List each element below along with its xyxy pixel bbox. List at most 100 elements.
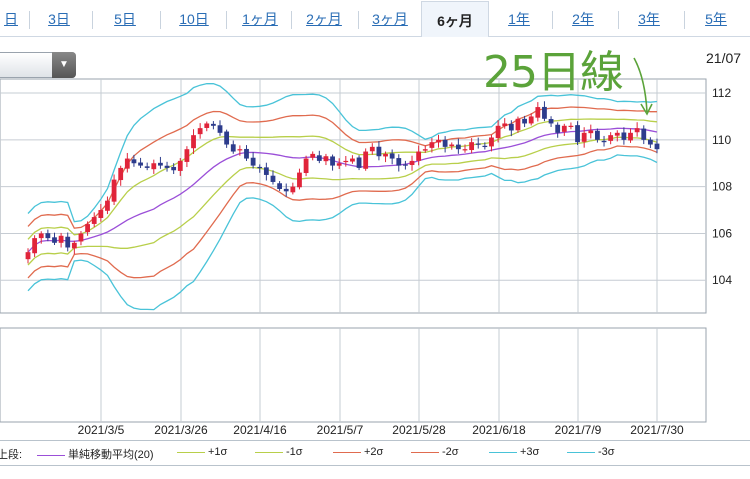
annotation-25day-line: 25日線 — [483, 47, 624, 98]
candle-body — [522, 118, 527, 124]
candle-body — [105, 200, 110, 211]
candle-body — [131, 159, 137, 164]
tab-divider — [29, 11, 30, 29]
candle-body — [124, 158, 130, 169]
tab-1-month[interactable]: 1ヶ月 — [232, 6, 288, 32]
x-tick-label: 2021/3/26 — [154, 423, 208, 437]
candle-body — [316, 155, 322, 161]
candle-body — [210, 123, 216, 126]
tab-3-days[interactable]: 3日 — [38, 6, 80, 32]
tab-6-months[interactable]: 6ヶ月 — [421, 1, 489, 37]
x-tick-label: 2021/5/28 — [392, 423, 446, 437]
candle-body — [197, 128, 203, 135]
legend-label: 単純移動平均(20) — [68, 449, 154, 461]
candle-body — [224, 131, 230, 145]
legend-swatch — [37, 454, 65, 456]
legend-item-sma: 単純移動平均(20) — [37, 446, 154, 462]
candle-body — [191, 135, 196, 149]
tab-5-days[interactable]: 5日 — [104, 6, 146, 32]
candle-body — [542, 106, 547, 119]
candle-body — [581, 132, 587, 142]
tab-divider — [160, 11, 161, 29]
legend-label: -3σ — [598, 446, 615, 458]
legend-label: +1σ — [208, 446, 228, 458]
tab-divider — [552, 11, 553, 29]
tab-2-years[interactable]: 2年 — [562, 6, 604, 32]
candle-body — [369, 146, 375, 152]
tab-3-years[interactable]: 3年 — [628, 6, 670, 32]
candle-body — [482, 145, 488, 148]
tab-label: 5日 — [114, 11, 136, 27]
candle-body — [217, 125, 223, 133]
candle-body — [628, 132, 633, 141]
tab-10-days[interactable]: 10日 — [168, 6, 220, 32]
candle-body — [45, 233, 51, 239]
legend-item-plus3: +3σ — [489, 446, 539, 458]
candle-body — [52, 237, 57, 243]
tab-label: 1年 — [508, 11, 530, 27]
tab-divider — [358, 11, 359, 29]
tab-label: 1ヶ月 — [242, 11, 278, 27]
candle-body — [588, 130, 594, 134]
candle-body — [343, 160, 349, 163]
candle-body — [475, 143, 481, 145]
legend-label: +2σ — [364, 446, 384, 458]
tab-label: 6ヶ月 — [437, 13, 473, 29]
candle-body — [297, 172, 302, 188]
candle-body — [144, 166, 150, 168]
candle-body — [244, 148, 249, 159]
tab-5-years[interactable]: 5年 — [694, 6, 738, 32]
candle-body — [614, 132, 620, 136]
tab-label: 3日 — [48, 11, 70, 27]
y-tick-label: 104 — [712, 273, 732, 287]
candle-body — [303, 158, 309, 174]
candle-body — [263, 167, 269, 175]
tab-3-months[interactable]: 3ヶ月 — [362, 6, 418, 32]
sma20-line — [27, 127, 658, 253]
legend-item-plus1: +1σ — [177, 446, 227, 458]
candle-body — [164, 165, 170, 168]
candle-body — [455, 144, 461, 150]
x-tick-label: 2021/7/30 — [630, 423, 684, 437]
candle-body — [495, 125, 501, 139]
candle-body — [350, 158, 355, 162]
band-plus3-line — [27, 82, 658, 223]
candle-body — [25, 252, 31, 260]
candle-body — [270, 175, 276, 182]
candle-body — [508, 123, 514, 131]
candle-body — [283, 188, 289, 192]
candle-body — [409, 160, 415, 166]
candle-body — [184, 149, 190, 162]
band-plus2-line — [27, 106, 657, 229]
candle-body — [290, 186, 296, 193]
candle-body — [422, 149, 428, 151]
candle-body — [118, 167, 124, 181]
candle-body — [151, 163, 157, 170]
tab-divider — [684, 11, 685, 29]
tab-label: 2年 — [572, 11, 594, 27]
candle-body — [250, 157, 256, 166]
y-tick-label: 106 — [712, 226, 732, 240]
x-tick-label: 2021/5/7 — [317, 423, 364, 437]
candle-body — [449, 144, 455, 147]
candle-body — [436, 139, 441, 143]
candle-body — [158, 162, 163, 166]
tab-1-year[interactable]: 1年 — [498, 6, 540, 32]
candle-body — [58, 235, 64, 243]
candle-body — [515, 118, 521, 131]
candle-body — [363, 151, 369, 169]
candle-body — [528, 116, 534, 124]
tab-divider — [226, 11, 227, 29]
candle-body — [138, 162, 143, 166]
candle-body — [38, 233, 44, 239]
legend-item-minus3: -3σ — [567, 446, 615, 458]
tab-2-months[interactable]: 2ヶ月 — [296, 6, 352, 32]
chevron-down-icon[interactable]: ▼ — [52, 52, 76, 78]
candle-body — [608, 135, 614, 141]
tab-1-day[interactable]: 日 — [0, 6, 22, 32]
price-chart: 112 110 108 106 104 2021/3/5 2021/3/26 2021/4/… — [0, 57, 732, 437]
y-tick-label: 108 — [712, 180, 732, 194]
candle-body — [489, 137, 494, 147]
candle-body — [171, 166, 177, 171]
legend-item-plus2: +2σ — [333, 446, 383, 458]
